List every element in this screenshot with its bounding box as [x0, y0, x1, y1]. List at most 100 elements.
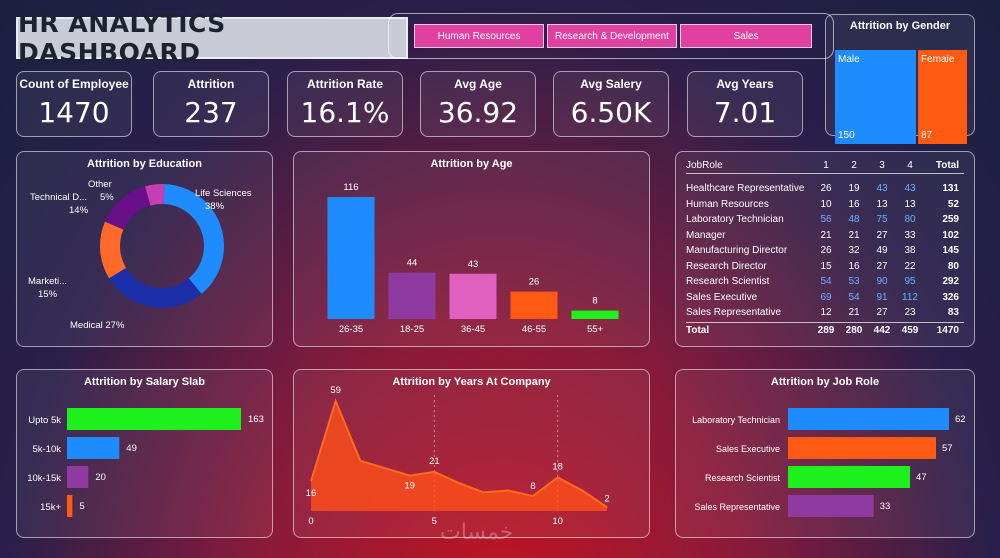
table-cell-value: 27 — [876, 229, 888, 241]
kpi-avg-age: Avg Age 36.92 — [420, 71, 536, 137]
years-data-label: 16 — [306, 488, 317, 499]
kpi-value: 237 — [184, 96, 238, 129]
education-pct: 5% — [100, 192, 114, 203]
col-1[interactable]: 1 — [823, 160, 829, 171]
salary-bar[interactable] — [67, 495, 73, 517]
table-cell-value: 54 — [848, 291, 860, 303]
years-data-label: 21 — [429, 456, 440, 467]
salary-chart-panel: Attrition by Salary Slab Upto 5k 163 5k-10… — [16, 369, 273, 538]
jobrole-bar[interactable] — [788, 495, 874, 517]
table-cell-role: Laboratory Technician — [686, 214, 784, 226]
education-pct: 15% — [38, 289, 58, 300]
col-3[interactable]: 3 — [879, 160, 885, 171]
gender-chart-panel: Attrition by Gender Male 150 Female 87 — [825, 14, 975, 144]
table-cell-total: 102 — [942, 229, 959, 241]
department-slicer — [388, 13, 834, 59]
age-bar[interactable] — [327, 197, 375, 319]
table-cell-value: 13 — [876, 198, 888, 210]
education-slice[interactable] — [163, 184, 225, 294]
age-bar[interactable] — [510, 291, 558, 319]
jobrole-category: Sales Executive — [716, 444, 780, 454]
jobrole-bar[interactable] — [788, 466, 911, 488]
dashboard-title-text: HR ANALYTICS DASHBOARD — [18, 9, 226, 67]
education-pct: 38% — [205, 201, 225, 212]
table-cell-role: Sales Executive — [686, 291, 758, 303]
salary-category: Upto 5k — [28, 415, 61, 426]
table-cell-value: 54 — [820, 276, 832, 288]
gender-bar-female[interactable]: Female 87 — [918, 50, 967, 144]
col-total[interactable]: Total — [935, 160, 959, 171]
salary-bar[interactable] — [67, 437, 120, 459]
education-chart-panel: Attrition by Education Life Sciences 38% M… — [16, 151, 273, 347]
years-data-label: 18 — [552, 461, 563, 472]
table-row[interactable]: Healthcare Representative 26 19 43 43 131 — [686, 181, 964, 197]
table-row[interactable]: Sales Executive 69 54 91 112 326 — [686, 290, 964, 306]
years-line[interactable] — [310, 398, 608, 509]
table-row[interactable]: Manufacturing Director 26 32 49 38 145 — [686, 243, 964, 259]
table-row[interactable]: Sales Representative 12 21 27 23 83 — [686, 305, 964, 321]
table-cell-total: 259 — [942, 214, 959, 226]
kpi-count-employee: Count of Employee 1470 — [16, 71, 132, 137]
table-cell-value: 49 — [876, 245, 888, 257]
years-tick-label: 5 — [432, 516, 437, 527]
salary-bar[interactable] — [67, 408, 241, 430]
age-value: 8 — [592, 296, 597, 307]
education-slice[interactable] — [105, 186, 151, 230]
jobrole-value: 62 — [955, 414, 966, 425]
age-bar[interactable] — [571, 310, 619, 319]
gender-label-male: Male — [838, 54, 860, 65]
salary-chart-title: Attrition by Salary Slab — [83, 376, 206, 388]
kpi-label: Attrition — [187, 77, 235, 91]
table-cell-total: 292 — [942, 276, 959, 288]
jobrole-value: 47 — [916, 472, 927, 483]
salary-bar[interactable] — [67, 466, 89, 488]
slicer-human-resources[interactable]: Human Resources — [414, 24, 544, 48]
education-slice[interactable] — [109, 267, 202, 308]
kpi-value: 1470 — [38, 96, 110, 129]
table-total-cell: Total — [686, 324, 710, 336]
gender-value-female: 87 — [921, 130, 933, 141]
table-total-cell: 459 — [901, 324, 919, 336]
salary-category: 15k+ — [40, 502, 61, 513]
table-cell-value: 22 — [904, 260, 916, 272]
table-cell-value: 26 — [820, 183, 832, 195]
table-row[interactable]: Human Resources 10 16 13 13 52 — [686, 197, 964, 213]
table-total-cell: 289 — [817, 324, 835, 336]
slicer-sales[interactable]: Sales — [680, 24, 812, 48]
table-row[interactable]: Laboratory Technician 56 48 75 80 259 — [686, 212, 964, 228]
years-tick-label: 0 — [308, 516, 313, 527]
table-cell-total: 83 — [947, 307, 959, 319]
table-cell-value: 19 — [848, 183, 860, 195]
age-bar[interactable] — [449, 273, 497, 319]
table-cell-role: Research Scientist — [686, 276, 770, 288]
table-cell-value: 21 — [820, 229, 832, 241]
col-jobrole[interactable]: JobRole — [686, 160, 723, 171]
kpi-value: 36.92 — [437, 96, 519, 129]
table-cell-value: 26 — [820, 245, 832, 257]
age-value: 43 — [468, 259, 479, 270]
kpi-value: 16.1% — [300, 96, 390, 129]
salary-value: 20 — [95, 472, 106, 483]
jobrole-bar[interactable] — [788, 408, 949, 430]
col-2[interactable]: 2 — [851, 160, 857, 171]
table-row[interactable]: Manager 21 21 27 33 102 — [686, 228, 964, 244]
table-row[interactable]: Research Director 15 16 27 22 80 — [686, 259, 964, 275]
gender-bar-male[interactable]: Male 150 — [835, 50, 916, 144]
years-data-label: 59 — [330, 385, 341, 396]
col-4[interactable]: 4 — [907, 160, 913, 171]
education-slice[interactable] — [145, 184, 165, 206]
gender-chart-title: Attrition by Gender — [849, 20, 951, 32]
slicer-research-development[interactable]: Research & Development — [547, 24, 677, 48]
kpi-value: 7.01 — [713, 96, 777, 129]
kpi-label: Count of Employee — [19, 77, 129, 91]
gender-label-female: Female — [921, 54, 955, 65]
kpi-avg-salary: Avg Salery 6.50K — [553, 71, 669, 137]
years-area[interactable] — [311, 401, 607, 511]
age-bar[interactable] — [388, 272, 436, 319]
years-data-label: 19 — [404, 481, 415, 492]
education-slice[interactable] — [99, 221, 127, 279]
jobrole-value: 33 — [880, 501, 891, 512]
table-row[interactable]: Research Scientist 54 53 90 95 292 — [686, 274, 964, 290]
jobrole-bar[interactable] — [788, 437, 937, 459]
years-chart-title: Attrition by Years At Company — [392, 376, 551, 388]
